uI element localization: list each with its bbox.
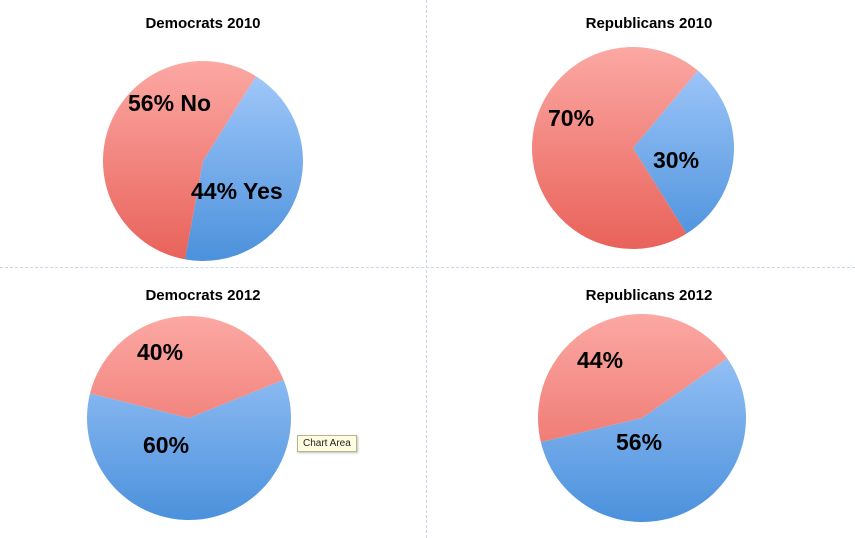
chart-title: Democrats 2010 <box>145 15 260 32</box>
chart-panel-democrats-2012[interactable]: Democrats 2012 40% 60% <box>0 268 426 538</box>
pie-slice-no[interactable] <box>531 46 698 249</box>
slice-label-yes: 44% Yes <box>191 178 283 204</box>
chart-title: Democrats 2012 <box>145 287 260 304</box>
chart-title: Republicans 2010 <box>586 15 713 32</box>
slice-label-yes: 60% <box>143 432 189 458</box>
slice-label-no: 40% <box>137 339 183 365</box>
pie-slice-yes[interactable] <box>633 70 734 234</box>
slice-label-no: 56% No <box>128 90 211 116</box>
chart-panel-republicans-2012[interactable]: Republicans 2012 44% 56% <box>427 268 855 538</box>
pie-chart-republicans-2010: Republicans 2010 70% 30% <box>531 15 734 249</box>
vertical-divider <box>426 0 427 538</box>
slice-label-no: 44% <box>577 347 623 373</box>
slice-label-yes: 30% <box>653 147 699 173</box>
chart-area-tooltip: Chart Area <box>297 435 357 452</box>
chart-panel-democrats-2010[interactable]: Democrats 2010 56% No 44% Yes <box>0 0 426 267</box>
horizontal-divider <box>0 267 855 268</box>
pie-chart-democrats-2010: Democrats 2010 56% No 44% Yes <box>102 15 303 262</box>
pie-slice-no[interactable] <box>90 316 284 418</box>
pie-chart-democrats-2012: Democrats 2012 40% 60% <box>86 287 291 521</box>
pie-chart-republicans-2012: Republicans 2012 44% 56% <box>538 287 747 523</box>
pie-slice-yes[interactable] <box>86 379 291 521</box>
chart-panel-republicans-2010[interactable]: Republicans 2010 70% 30% <box>427 0 855 267</box>
pie-slice-yes[interactable] <box>184 76 303 262</box>
slice-label-no: 70% <box>548 105 594 131</box>
slice-label-yes: 56% <box>616 429 662 455</box>
chart-title: Republicans 2012 <box>586 287 713 304</box>
pie-slice-no[interactable] <box>102 61 256 260</box>
pie-slice-yes[interactable] <box>540 358 747 523</box>
pie-slice-no[interactable] <box>538 314 728 443</box>
